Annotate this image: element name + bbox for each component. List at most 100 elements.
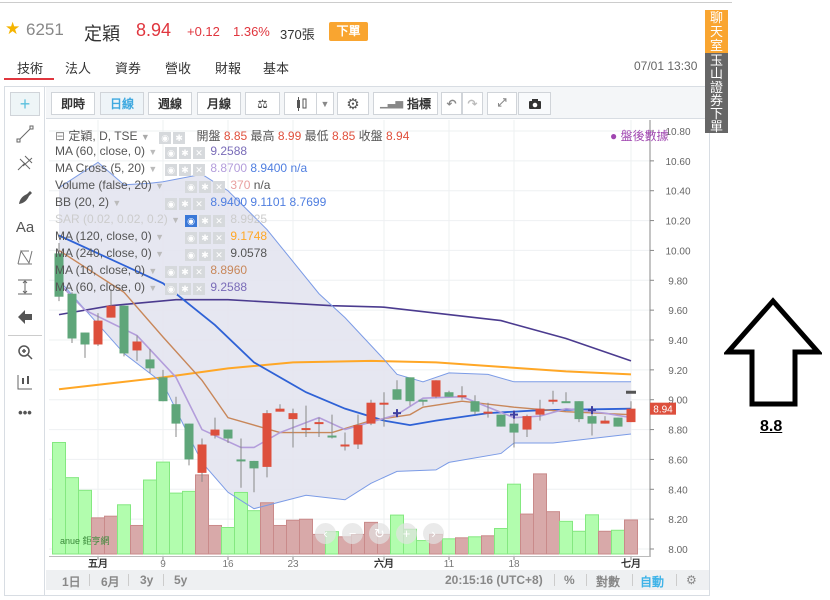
gear-icon[interactable]: ✱ xyxy=(199,232,211,244)
tab-margin[interactable]: 資券 xyxy=(115,61,142,76)
tab-technical[interactable]: 技術 xyxy=(17,61,44,76)
percent-toggle[interactable]: % xyxy=(564,573,575,587)
gear-icon[interactable]: ✱ xyxy=(199,181,211,193)
camera-icon[interactable] xyxy=(518,92,551,115)
monthly-button[interactable]: 月線 xyxy=(197,92,241,115)
indicator-dropdown-icon[interactable]: ▼ xyxy=(148,283,158,293)
gear-icon[interactable]: ✱ xyxy=(173,132,186,144)
gear-icon[interactable]: ✱ xyxy=(179,266,191,278)
tab-basic[interactable]: 基本 xyxy=(263,61,290,76)
indicator-value: 9.2588 xyxy=(210,144,248,158)
range-1d[interactable]: 1日 xyxy=(62,575,81,589)
indicator-dropdown-icon[interactable]: ▼ xyxy=(148,147,158,157)
eye-icon[interactable]: ◉ xyxy=(159,132,172,144)
close-icon[interactable]: ✕ xyxy=(213,249,225,261)
place-order-button[interactable]: 下單 xyxy=(329,22,368,41)
text-icon[interactable]: Aa xyxy=(15,218,35,236)
close-icon[interactable]: ✕ xyxy=(213,232,225,244)
close-icon[interactable]: ✕ xyxy=(193,283,205,295)
legend-dropdown-icon[interactable]: ▼ xyxy=(140,132,150,142)
fullscreen-icon[interactable]: ⤢ xyxy=(487,92,517,115)
range-6m[interactable]: 6月 xyxy=(101,575,120,589)
weekly-button[interactable]: 週線 xyxy=(148,92,192,115)
zoom-in-icon[interactable] xyxy=(10,340,40,364)
close-icon[interactable]: ✕ xyxy=(193,164,205,176)
realtime-button[interactable]: 即時 xyxy=(51,92,95,115)
indicator-dropdown-icon[interactable]: ▼ xyxy=(148,164,158,174)
undo-icon[interactable]: ↶ xyxy=(441,92,462,115)
daily-button[interactable]: 日線 xyxy=(100,92,144,115)
measure-icon[interactable] xyxy=(10,275,40,299)
chat-room-button[interactable]: 聊天室 xyxy=(705,10,728,53)
close-icon[interactable]: ✕ xyxy=(193,198,205,210)
range-5y[interactable]: 5y xyxy=(174,573,188,587)
more-icon[interactable]: ••• xyxy=(18,404,32,420)
y-tick-label: 10.60 xyxy=(665,157,690,168)
tab-revenue[interactable]: 營收 xyxy=(165,61,192,76)
zoom-out-icon[interactable]: − xyxy=(342,523,363,544)
indicator-dropdown-icon[interactable]: ▼ xyxy=(155,181,164,191)
axis-settings-gear-icon[interactable]: ⚙ xyxy=(686,573,697,587)
gear-icon[interactable]: ✱ xyxy=(179,164,191,176)
candlestick-type-icon[interactable] xyxy=(284,92,317,115)
chart-type-dropdown-icon[interactable]: ▼ xyxy=(316,92,334,115)
reset-icon[interactable]: ↻ xyxy=(369,523,390,544)
candle-body xyxy=(119,305,129,354)
indicator-dropdown-icon[interactable]: ▼ xyxy=(148,266,158,276)
price-chart[interactable]: 10.80 10.60 10.40 10.20 10.00 9.80 9.60 9.40 9.2… xyxy=(46,120,709,570)
volume-bar xyxy=(468,536,482,555)
indicators-button[interactable]: ▁▃▅ 指標 xyxy=(373,92,438,115)
volume-bar xyxy=(143,479,157,555)
scroll-left-icon[interactable]: ‹ xyxy=(315,523,336,544)
indicator-value: 9.0578 xyxy=(230,246,268,260)
broker-order-button[interactable]: 玉山證券下單 xyxy=(705,53,728,134)
eye-icon[interactable]: ◉ xyxy=(165,147,177,159)
eye-icon[interactable]: ◉ xyxy=(185,232,197,244)
remove-arrow-icon[interactable] xyxy=(10,305,40,329)
x-tick-label: 9 xyxy=(160,559,166,570)
gear-icon[interactable]: ✱ xyxy=(179,147,191,159)
tab-institutional[interactable]: 法人 xyxy=(65,61,92,76)
gear-icon[interactable]: ✱ xyxy=(179,283,191,295)
gear-icon[interactable]: ✱ xyxy=(179,198,191,210)
trend-line-icon[interactable] xyxy=(10,122,40,146)
brush-icon[interactable] xyxy=(10,185,40,209)
compare-scale-icon[interactable]: ⚖ xyxy=(245,92,280,115)
y-tick-label: 9.80 xyxy=(668,276,688,287)
pitchfork-icon[interactable] xyxy=(10,151,40,175)
favorite-star-icon[interactable]: ★ xyxy=(5,19,21,38)
indicator-dropdown-icon[interactable]: ▼ xyxy=(155,232,164,242)
eye-icon[interactable]: ◉ xyxy=(185,249,197,261)
candle-body xyxy=(483,411,493,414)
eye-icon[interactable]: ◉ xyxy=(165,283,177,295)
close-icon[interactable]: ✕ xyxy=(193,266,205,278)
indicator-dropdown-icon[interactable]: ▼ xyxy=(112,198,122,208)
zoom-in-chart-icon[interactable]: + xyxy=(396,523,417,544)
crosshair-icon[interactable]: + xyxy=(10,92,40,116)
gear-icon[interactable]: ✱ xyxy=(199,215,211,227)
ruler-icon[interactable] xyxy=(10,370,40,394)
stock-code: 6251 xyxy=(26,20,64,39)
indicator-dropdown-icon[interactable]: ▼ xyxy=(171,215,180,225)
tab-financials[interactable]: 財報 xyxy=(215,61,242,76)
close-icon[interactable]: ✕ xyxy=(193,147,205,159)
range-3y[interactable]: 3y xyxy=(140,573,154,587)
redo-icon[interactable]: ↷ xyxy=(462,92,483,115)
scroll-right-icon[interactable]: › xyxy=(423,523,444,544)
y-tick-label: 10.00 xyxy=(665,246,690,257)
close-icon[interactable]: ✕ xyxy=(213,215,225,227)
eye-icon[interactable]: ◉ xyxy=(165,266,177,278)
close-icon[interactable]: ✕ xyxy=(213,181,225,193)
pattern-icon[interactable] xyxy=(10,245,40,269)
eye-icon[interactable]: ◉ xyxy=(165,164,177,176)
eye-icon[interactable]: ◉ xyxy=(165,198,177,210)
x-tick-label: 六月 xyxy=(374,557,394,570)
gear-icon[interactable]: ✱ xyxy=(199,249,211,261)
log-toggle[interactable]: 對數 xyxy=(596,575,621,589)
eye-icon[interactable]: ◉ xyxy=(185,181,197,193)
eye-icon[interactable]: ◉ xyxy=(185,215,197,227)
collapse-icon[interactable]: ⊟ xyxy=(55,129,66,143)
auto-toggle[interactable]: 自動 xyxy=(640,575,665,589)
indicator-dropdown-icon[interactable]: ▼ xyxy=(155,249,164,259)
settings-gear-icon[interactable]: ⚙ xyxy=(337,92,369,115)
